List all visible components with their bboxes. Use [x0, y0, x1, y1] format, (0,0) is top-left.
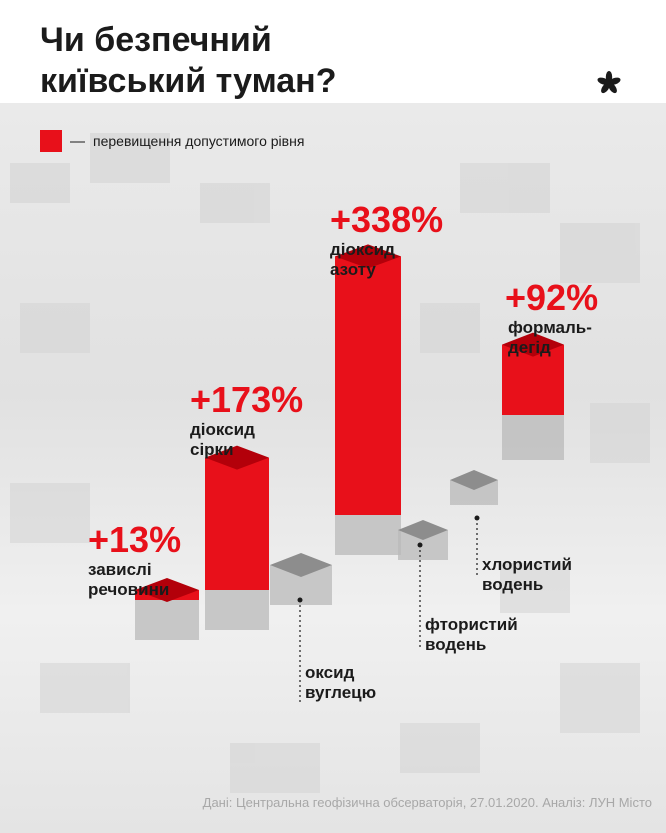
- bar-exceed: [205, 457, 269, 590]
- category-label: речовини: [88, 580, 169, 599]
- category-label: водень: [482, 575, 543, 594]
- asterisk-logo-icon: [597, 71, 621, 94]
- legend: — перевищення допустимого рівня: [40, 130, 304, 152]
- legend-dash: —: [70, 132, 85, 150]
- source-note: Дані: Центральна геофізична обсерваторія…: [202, 795, 652, 810]
- value-label: +173%: [190, 379, 303, 420]
- legend-swatch: [40, 130, 62, 152]
- bar-top: [205, 445, 269, 470]
- city-background: [0, 103, 666, 833]
- value-label: +13%: [88, 519, 181, 560]
- value-label: +92%: [505, 277, 598, 318]
- leader-dot: [474, 515, 480, 521]
- category-label: хлористий: [482, 555, 572, 574]
- leader-dot: [417, 542, 423, 548]
- bar-exceed: [335, 256, 401, 515]
- category-label: діоксид: [190, 420, 255, 439]
- bar-top: [135, 578, 199, 603]
- category-label: формаль-: [508, 318, 592, 337]
- title-line-1: Чи безпечний: [40, 21, 272, 59]
- title-line-2: київський туман?: [40, 62, 337, 100]
- category-label: діоксид: [330, 240, 395, 259]
- legend-label: перевищення допустимого рівня: [93, 133, 305, 149]
- bar-top: [398, 520, 448, 540]
- city-blocks: [10, 133, 650, 793]
- value-label: +338%: [330, 199, 443, 240]
- bar-top: [270, 553, 332, 577]
- category-label: азоту: [330, 260, 376, 279]
- category-label: дегід: [508, 338, 551, 357]
- bar-base: [502, 415, 564, 460]
- category-label: завислі: [88, 560, 152, 579]
- category-label: водень: [425, 635, 486, 654]
- bar-top: [450, 470, 498, 490]
- bar-base: [135, 600, 199, 640]
- category-label: сірки: [190, 440, 234, 459]
- category-label: оксид: [305, 663, 355, 682]
- page-title: Чи безпечний київський туман?: [40, 20, 560, 102]
- bar-top: [335, 244, 401, 269]
- leader-dot: [297, 597, 303, 603]
- category-label: вуглецю: [305, 683, 376, 702]
- bar-base: [205, 590, 269, 630]
- category-label: фтористий: [425, 615, 518, 634]
- bar-base: [335, 515, 401, 555]
- bar-top: [502, 332, 564, 357]
